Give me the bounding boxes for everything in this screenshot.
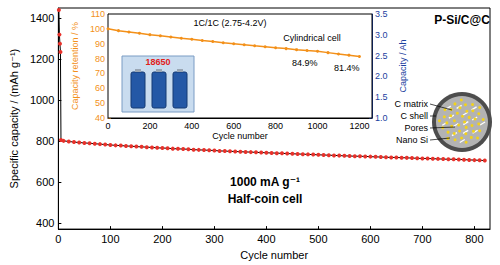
svg-text:1400: 1400 (30, 12, 54, 24)
svg-text:3.0: 3.0 (375, 30, 388, 40)
svg-text:81.4%: 81.4% (334, 63, 360, 73)
svg-text:Pores: Pores (404, 123, 428, 133)
svg-text:110: 110 (91, 9, 105, 19)
svg-text:50: 50 (95, 98, 105, 108)
svg-text:Cycle number: Cycle number (240, 249, 308, 261)
svg-text:70: 70 (95, 68, 105, 78)
svg-text:2.0: 2.0 (375, 71, 388, 81)
svg-text:1C/1C (2.75-4.2V): 1C/1C (2.75-4.2V) (193, 18, 266, 28)
svg-text:800: 800 (465, 233, 483, 245)
svg-text:1200: 1200 (349, 121, 369, 131)
svg-text:Specific capacity / (mAh g⁻¹): Specific capacity / (mAh g⁻¹) (8, 49, 20, 189)
svg-text:Capacity retention / %: Capacity retention / % (70, 22, 80, 110)
svg-text:600: 600 (36, 176, 54, 188)
svg-text:40: 40 (95, 113, 105, 123)
svg-text:0: 0 (55, 233, 61, 245)
svg-text:2.5: 2.5 (375, 51, 388, 61)
svg-text:Half-coin cell: Half-coin cell (228, 192, 303, 206)
svg-text:Nano Si: Nano Si (396, 135, 428, 145)
svg-text:P-Si/C@C: P-Si/C@C (434, 13, 490, 27)
svg-text:100: 100 (90, 24, 105, 34)
svg-text:3.5: 3.5 (375, 9, 388, 19)
svg-text:Capacity / Ah: Capacity / Ah (398, 39, 408, 92)
svg-text:400: 400 (184, 121, 199, 131)
svg-text:C shell: C shell (400, 111, 428, 121)
svg-text:1.5: 1.5 (375, 92, 388, 102)
svg-text:400: 400 (257, 233, 275, 245)
svg-text:18650: 18650 (145, 57, 170, 67)
svg-text:84.9%: 84.9% (292, 58, 318, 68)
svg-text:C matrix: C matrix (395, 99, 429, 109)
svg-text:600: 600 (361, 233, 379, 245)
svg-text:1200: 1200 (30, 53, 54, 65)
svg-text:0: 0 (105, 121, 110, 131)
svg-text:700: 700 (413, 233, 431, 245)
svg-text:1.0: 1.0 (375, 113, 388, 123)
svg-text:200: 200 (153, 233, 171, 245)
svg-text:1000: 1000 (30, 94, 54, 106)
svg-text:300: 300 (205, 233, 223, 245)
svg-text:Cycle number: Cycle number (212, 131, 268, 141)
svg-text:100: 100 (101, 233, 119, 245)
svg-text:90: 90 (95, 39, 105, 49)
svg-text:60: 60 (95, 83, 105, 93)
svg-text:1000: 1000 (308, 121, 328, 131)
svg-text:Cylindrical cell: Cylindrical cell (283, 33, 341, 43)
svg-text:800: 800 (36, 135, 54, 147)
svg-text:600: 600 (226, 121, 241, 131)
svg-text:500: 500 (309, 233, 327, 245)
svg-text:1000 mA g⁻¹: 1000 mA g⁻¹ (230, 175, 300, 189)
svg-text:400: 400 (36, 217, 54, 229)
svg-text:200: 200 (142, 121, 157, 131)
svg-text:800: 800 (268, 121, 283, 131)
svg-text:80: 80 (95, 54, 105, 64)
